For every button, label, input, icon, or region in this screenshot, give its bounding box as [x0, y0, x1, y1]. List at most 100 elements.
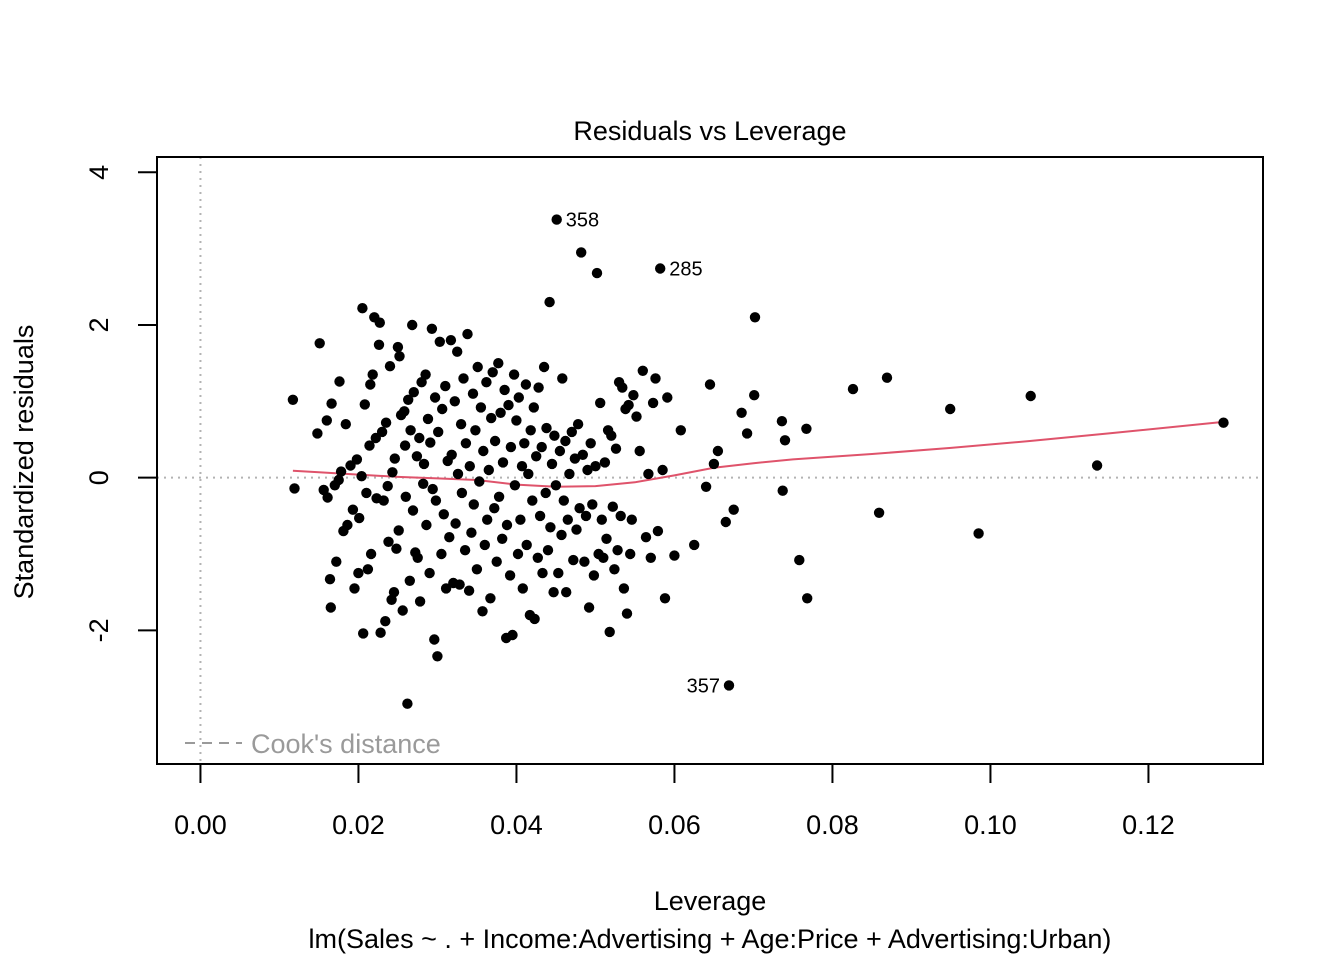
data-point: [359, 399, 370, 410]
data-point: [375, 627, 386, 638]
data-point: [599, 457, 611, 468]
data-point: [546, 458, 558, 470]
data-point: [507, 629, 518, 641]
data-point: [400, 491, 411, 502]
data-point: [470, 425, 481, 436]
data-point: [579, 556, 590, 567]
data-point: [609, 564, 620, 575]
data-point: [483, 464, 494, 476]
data-point: [582, 464, 593, 476]
data-point: [521, 539, 532, 551]
x-tick-label: 0.10: [964, 810, 1017, 840]
data-point: [548, 587, 559, 598]
data-point: [489, 503, 500, 514]
data-point: [577, 449, 588, 460]
data-point: [541, 422, 552, 434]
data-point: [397, 605, 408, 616]
data-point: [399, 440, 411, 451]
chart-title: Residuals vs Leverage: [573, 116, 846, 146]
data-point: [628, 390, 639, 401]
data-point: [847, 383, 859, 395]
data-point: [881, 372, 893, 383]
data-point: [537, 567, 548, 579]
point-label-358: 358: [566, 210, 599, 232]
data-point: [516, 461, 528, 472]
data-point: [452, 468, 464, 480]
data-point: [426, 323, 438, 334]
subtitle: lm(Sales ~ . + Income:Advertising + Age:…: [309, 924, 1112, 954]
data-point: [467, 388, 479, 399]
data-point: [364, 440, 375, 451]
data-point: [794, 554, 805, 566]
data-point: [741, 428, 753, 439]
data-point: [607, 501, 618, 512]
y-axis: -2 0 2 4: [84, 165, 158, 642]
data-point: [564, 468, 575, 480]
data-point: [551, 214, 562, 225]
data-point: [434, 336, 445, 347]
data-point: [440, 583, 452, 594]
data-point: [456, 487, 468, 499]
data-point: [374, 317, 385, 328]
data-point: [689, 539, 700, 551]
data-point: [538, 361, 550, 373]
data-point: [289, 483, 300, 494]
data-point: [373, 339, 385, 350]
data-point: [414, 432, 425, 444]
data-point: [475, 402, 487, 413]
data-point: [393, 525, 404, 536]
data-point: [407, 505, 419, 516]
data-point: [449, 396, 460, 407]
data-point: [659, 593, 671, 604]
data-point: [618, 583, 630, 594]
point-label-357: 357: [687, 675, 720, 697]
data-point: [314, 338, 325, 349]
data-point: [380, 417, 392, 428]
data-point: [485, 593, 496, 604]
data-point: [445, 335, 457, 346]
data-point: [598, 552, 609, 563]
data-point: [606, 430, 617, 441]
data-point: [580, 510, 592, 522]
data-point: [588, 570, 600, 581]
data-point: [569, 453, 581, 464]
data-point: [945, 403, 956, 415]
data-point: [334, 376, 345, 387]
data-point: [736, 407, 747, 418]
data-point: [452, 346, 463, 357]
data-point: [520, 379, 532, 390]
data-point: [403, 394, 414, 405]
data-point: [361, 487, 372, 499]
data-point: [356, 471, 367, 482]
data-point: [432, 651, 443, 662]
x-tick-label: 0.08: [806, 810, 859, 840]
x-tick-label: 0.02: [332, 810, 385, 840]
data-point: [455, 419, 467, 430]
data-point: [489, 435, 501, 447]
data-point: [531, 451, 542, 462]
data-point: [643, 468, 654, 480]
data-point: [438, 509, 449, 520]
data-point: [519, 438, 530, 449]
data-point: [335, 466, 347, 477]
data-point: [454, 579, 465, 590]
data-point: [779, 435, 791, 446]
data-point: [378, 495, 389, 506]
data-point: [380, 616, 391, 627]
x-tick-label: 0.06: [648, 810, 701, 840]
data-point: [533, 382, 544, 393]
data-point: [553, 567, 564, 579]
data-point: [675, 425, 686, 436]
data-point: [433, 426, 444, 438]
data-point: [463, 585, 475, 596]
data-point: [634, 445, 645, 457]
data-point: [404, 575, 415, 586]
data-point: [421, 519, 432, 531]
data-point: [590, 461, 601, 472]
data-point: [601, 533, 612, 544]
data-point: [623, 399, 634, 411]
y-tick-label: 2: [84, 317, 114, 332]
data-point: [566, 426, 577, 438]
data-point: [321, 415, 332, 426]
